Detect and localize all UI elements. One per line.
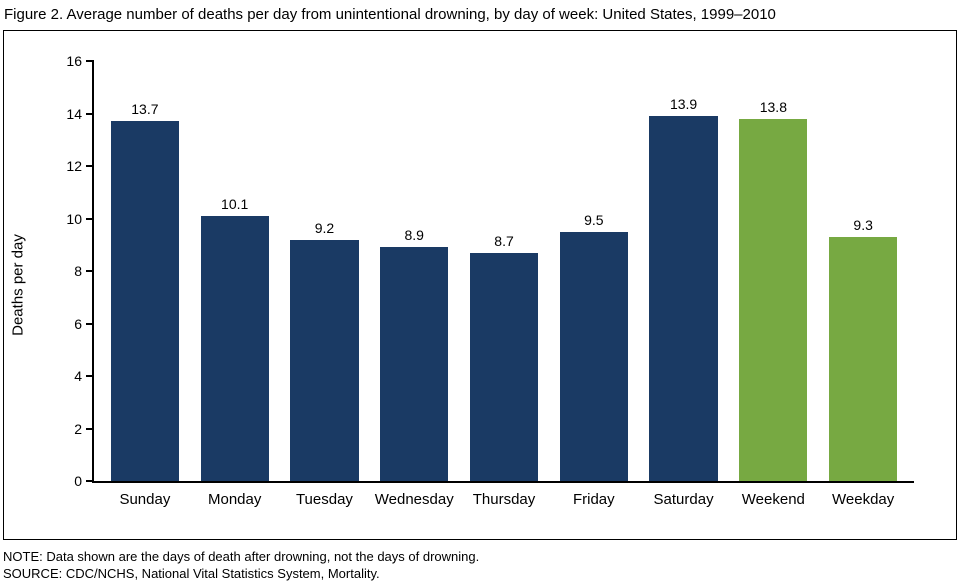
bar-group-tuesday: 9.2 bbox=[280, 61, 370, 481]
bar-friday bbox=[559, 231, 628, 481]
x-label-weekday: Weekday bbox=[832, 491, 895, 508]
y-tick-label: 2 bbox=[74, 420, 82, 437]
x-label-monday: Monday bbox=[207, 491, 262, 508]
footnotes: NOTE: Data shown are the days of death a… bbox=[3, 548, 479, 582]
y-tick-mark bbox=[86, 112, 94, 115]
y-tick-mark bbox=[86, 270, 94, 272]
bar-wednesday bbox=[380, 247, 449, 481]
bar-monday bbox=[200, 215, 269, 481]
x-label-tuesday: Tuesday bbox=[295, 491, 353, 508]
bar-group-thursday: 8.7 bbox=[459, 61, 549, 481]
x-label-thursday: Thursday bbox=[472, 491, 536, 508]
bar-weekday bbox=[829, 236, 898, 481]
x-label-friday: Friday bbox=[572, 491, 615, 508]
bar-value-label: 13.9 bbox=[669, 96, 698, 113]
y-tick-label: 16 bbox=[66, 53, 82, 69]
bar-group-wednesday: 8.9 bbox=[369, 61, 459, 481]
bar-group-weekday: 9.3 bbox=[818, 61, 908, 481]
bar-group-sunday: 13.7 bbox=[100, 61, 190, 481]
x-label-saturday: Saturday bbox=[653, 491, 714, 508]
plot-area: 13.7 10.1 9.2 8.9 8.7 9.5 13.9 13.8 9.3 Sunday Mo… bbox=[66, 53, 914, 508]
y-tick-label: 10 bbox=[66, 210, 82, 227]
bar-group-monday: 10.1 bbox=[190, 61, 280, 481]
y-tick-label: 4 bbox=[74, 368, 82, 384]
y-tick-mark bbox=[86, 375, 94, 377]
x-label-weekend: Weekend bbox=[741, 491, 805, 508]
y-tick-label: 12 bbox=[66, 158, 82, 174]
y-tick-mark bbox=[86, 322, 94, 325]
bar-value-label: 9.5 bbox=[584, 211, 604, 228]
bar-value-label: 9.3 bbox=[853, 216, 873, 233]
bar-value-label: 13.7 bbox=[131, 101, 159, 118]
y-tick-mark bbox=[86, 60, 94, 62]
bar-sunday bbox=[110, 121, 179, 481]
chart-title: Figure 2. Average number of deaths per d… bbox=[4, 6, 776, 23]
bar-value-label: 10.1 bbox=[221, 195, 249, 212]
y-tick-label: 0 bbox=[74, 473, 82, 489]
bar-value-label: 8.9 bbox=[404, 227, 424, 244]
bar-weekend bbox=[739, 118, 808, 481]
x-label-wednesday: Wednesday bbox=[374, 491, 454, 508]
bar-saturday bbox=[649, 116, 718, 481]
y-tick-mark bbox=[86, 165, 94, 167]
note-line: NOTE: Data shown are the days of death a… bbox=[3, 549, 480, 564]
bars-row: 13.7 10.1 9.2 8.9 8.7 9.5 13.9 13.8 9.3 bbox=[94, 61, 914, 481]
bar-group-friday: 9.5 bbox=[549, 61, 639, 481]
x-axis-labels: Sunday Monday Tuesday Wednesday Thursday Frid… bbox=[94, 491, 914, 508]
bar-tuesday bbox=[290, 239, 359, 481]
bar-value-label: 9.2 bbox=[314, 219, 335, 236]
bar-value-label: 8.7 bbox=[494, 232, 514, 249]
source-line: SOURCE: CDC/NCHS, National Vital Statist… bbox=[3, 566, 380, 581]
y-tick-label: 6 bbox=[74, 315, 82, 332]
x-label-sunday: Sunday bbox=[119, 491, 171, 508]
y-tick-label: 14 bbox=[66, 105, 82, 122]
y-tick-mark bbox=[86, 217, 94, 220]
y-tick-label: 8 bbox=[74, 263, 82, 279]
bar-value-label: 13.8 bbox=[759, 98, 787, 115]
bar-group-saturday: 13.9 bbox=[639, 61, 729, 481]
y-axis-title: Deaths per day bbox=[9, 234, 27, 336]
bar-group-weekend: 13.8 bbox=[728, 61, 818, 481]
y-tick-mark bbox=[86, 480, 94, 482]
chart-frame: Deaths per day 13.7 10.1 9.2 8.9 8.7 9.5 13.9 1… bbox=[3, 30, 957, 540]
y-tick-mark bbox=[86, 427, 94, 430]
bar-thursday bbox=[469, 252, 539, 481]
